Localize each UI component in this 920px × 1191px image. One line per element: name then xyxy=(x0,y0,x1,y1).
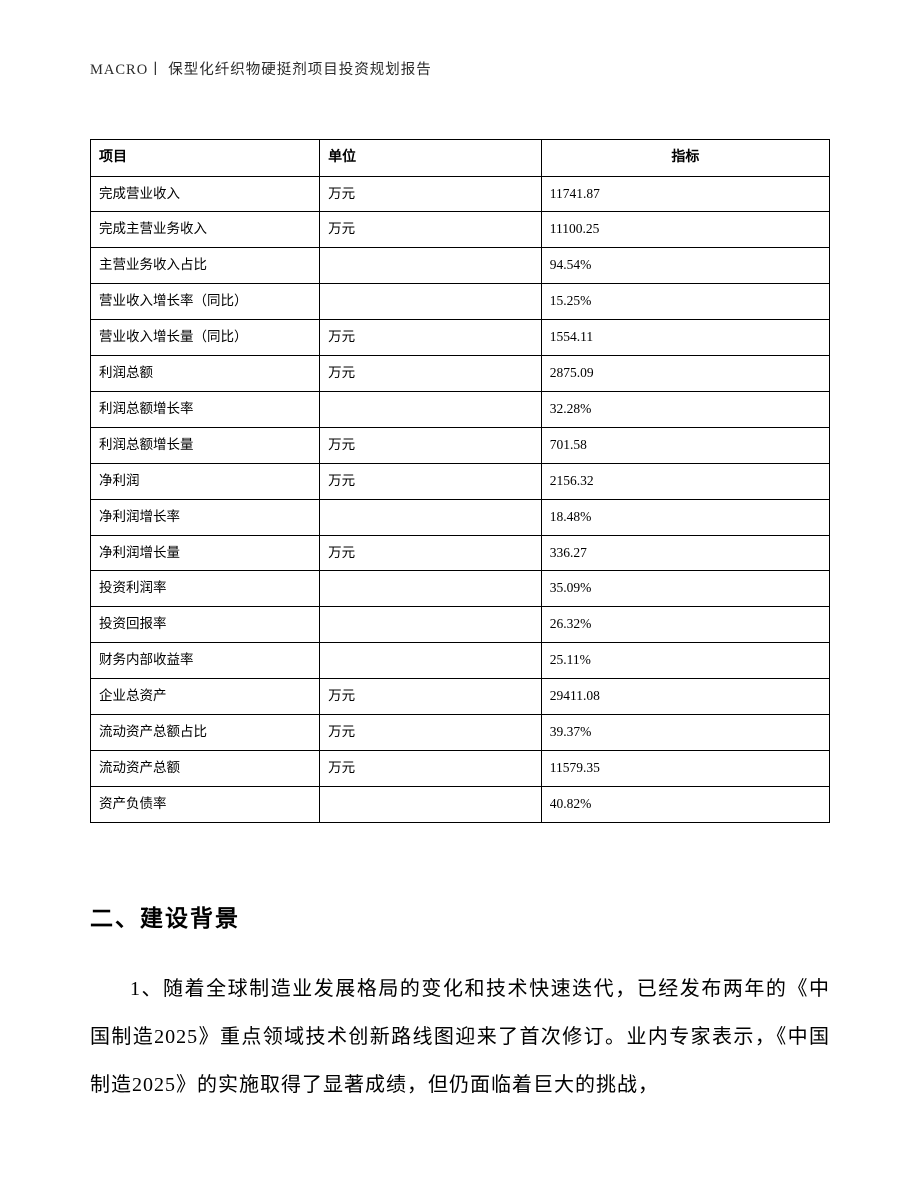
table-row: 利润总额增长率 32.28% xyxy=(91,391,830,427)
table-row: 主营业务收入占比 94.54% xyxy=(91,248,830,284)
section-heading: 二、建设背景 xyxy=(90,899,830,933)
cell-unit xyxy=(320,643,542,679)
cell-value: 35.09% xyxy=(541,571,829,607)
cell-unit: 万元 xyxy=(320,679,542,715)
cell-unit: 万元 xyxy=(320,176,542,212)
cell-project: 营业收入增长量（同比） xyxy=(91,320,320,356)
cell-project: 流动资产总额占比 xyxy=(91,714,320,750)
cell-value: 94.54% xyxy=(541,248,829,284)
cell-value: 40.82% xyxy=(541,786,829,822)
document-page: MACRO丨 保型化纤织物硬挺剂项目投资规划报告 项目 单位 指标 完成营业收入… xyxy=(0,0,920,1191)
cell-value: 25.11% xyxy=(541,643,829,679)
financial-indicators-table: 项目 单位 指标 完成营业收入 万元 11741.87 完成主营业务收入 万元 … xyxy=(90,139,830,823)
cell-value: 15.25% xyxy=(541,284,829,320)
cell-unit xyxy=(320,499,542,535)
cell-project: 利润总额增长率 xyxy=(91,391,320,427)
cell-value: 11100.25 xyxy=(541,212,829,248)
cell-unit: 万元 xyxy=(320,714,542,750)
cell-unit: 万元 xyxy=(320,320,542,356)
table-row: 利润总额增长量 万元 701.58 xyxy=(91,427,830,463)
cell-value: 39.37% xyxy=(541,714,829,750)
cell-unit: 万元 xyxy=(320,427,542,463)
table-row: 完成营业收入 万元 11741.87 xyxy=(91,176,830,212)
cell-value: 29411.08 xyxy=(541,679,829,715)
cell-unit: 万元 xyxy=(320,750,542,786)
cell-value: 11579.35 xyxy=(541,750,829,786)
cell-project: 流动资产总额 xyxy=(91,750,320,786)
body-paragraph: 1、随着全球制造业发展格局的变化和技术快速迭代，已经发布两年的《中国制造2025… xyxy=(90,965,830,1109)
table-header-row: 项目 单位 指标 xyxy=(91,140,830,177)
cell-project: 资产负债率 xyxy=(91,786,320,822)
cell-value: 18.48% xyxy=(541,499,829,535)
table-row: 完成主营业务收入 万元 11100.25 xyxy=(91,212,830,248)
cell-value: 2156.32 xyxy=(541,463,829,499)
table-row: 流动资产总额占比 万元 39.37% xyxy=(91,714,830,750)
cell-project: 净利润 xyxy=(91,463,320,499)
cell-project: 完成主营业务收入 xyxy=(91,212,320,248)
cell-unit xyxy=(320,571,542,607)
column-header-indicator: 指标 xyxy=(541,140,829,177)
cell-project: 净利润增长率 xyxy=(91,499,320,535)
cell-unit xyxy=(320,786,542,822)
cell-unit: 万元 xyxy=(320,535,542,571)
table-row: 营业收入增长率（同比） 15.25% xyxy=(91,284,830,320)
cell-project: 企业总资产 xyxy=(91,679,320,715)
cell-project: 营业收入增长率（同比） xyxy=(91,284,320,320)
table-row: 企业总资产 万元 29411.08 xyxy=(91,679,830,715)
cell-project: 财务内部收益率 xyxy=(91,643,320,679)
cell-project: 净利润增长量 xyxy=(91,535,320,571)
page-header: MACRO丨 保型化纤织物硬挺剂项目投资规划报告 xyxy=(90,58,830,79)
cell-project: 利润总额 xyxy=(91,356,320,392)
cell-value: 2875.09 xyxy=(541,356,829,392)
cell-unit xyxy=(320,391,542,427)
cell-unit xyxy=(320,607,542,643)
cell-project: 投资利润率 xyxy=(91,571,320,607)
cell-unit: 万元 xyxy=(320,356,542,392)
table-row: 营业收入增长量（同比） 万元 1554.11 xyxy=(91,320,830,356)
cell-value: 1554.11 xyxy=(541,320,829,356)
column-header-unit: 单位 xyxy=(320,140,542,177)
table-row: 净利润增长量 万元 336.27 xyxy=(91,535,830,571)
table-row: 净利润增长率 18.48% xyxy=(91,499,830,535)
cell-value: 32.28% xyxy=(541,391,829,427)
table-row: 投资回报率 26.32% xyxy=(91,607,830,643)
cell-project: 利润总额增长量 xyxy=(91,427,320,463)
table-row: 流动资产总额 万元 11579.35 xyxy=(91,750,830,786)
cell-unit xyxy=(320,284,542,320)
cell-value: 26.32% xyxy=(541,607,829,643)
cell-unit: 万元 xyxy=(320,463,542,499)
table-row: 财务内部收益率 25.11% xyxy=(91,643,830,679)
cell-value: 336.27 xyxy=(541,535,829,571)
cell-value: 701.58 xyxy=(541,427,829,463)
cell-project: 主营业务收入占比 xyxy=(91,248,320,284)
table-row: 利润总额 万元 2875.09 xyxy=(91,356,830,392)
column-header-project: 项目 xyxy=(91,140,320,177)
cell-unit: 万元 xyxy=(320,212,542,248)
cell-unit xyxy=(320,248,542,284)
cell-project: 投资回报率 xyxy=(91,607,320,643)
table-row: 净利润 万元 2156.32 xyxy=(91,463,830,499)
table-row: 投资利润率 35.09% xyxy=(91,571,830,607)
cell-value: 11741.87 xyxy=(541,176,829,212)
cell-project: 完成营业收入 xyxy=(91,176,320,212)
table-row: 资产负债率 40.82% xyxy=(91,786,830,822)
